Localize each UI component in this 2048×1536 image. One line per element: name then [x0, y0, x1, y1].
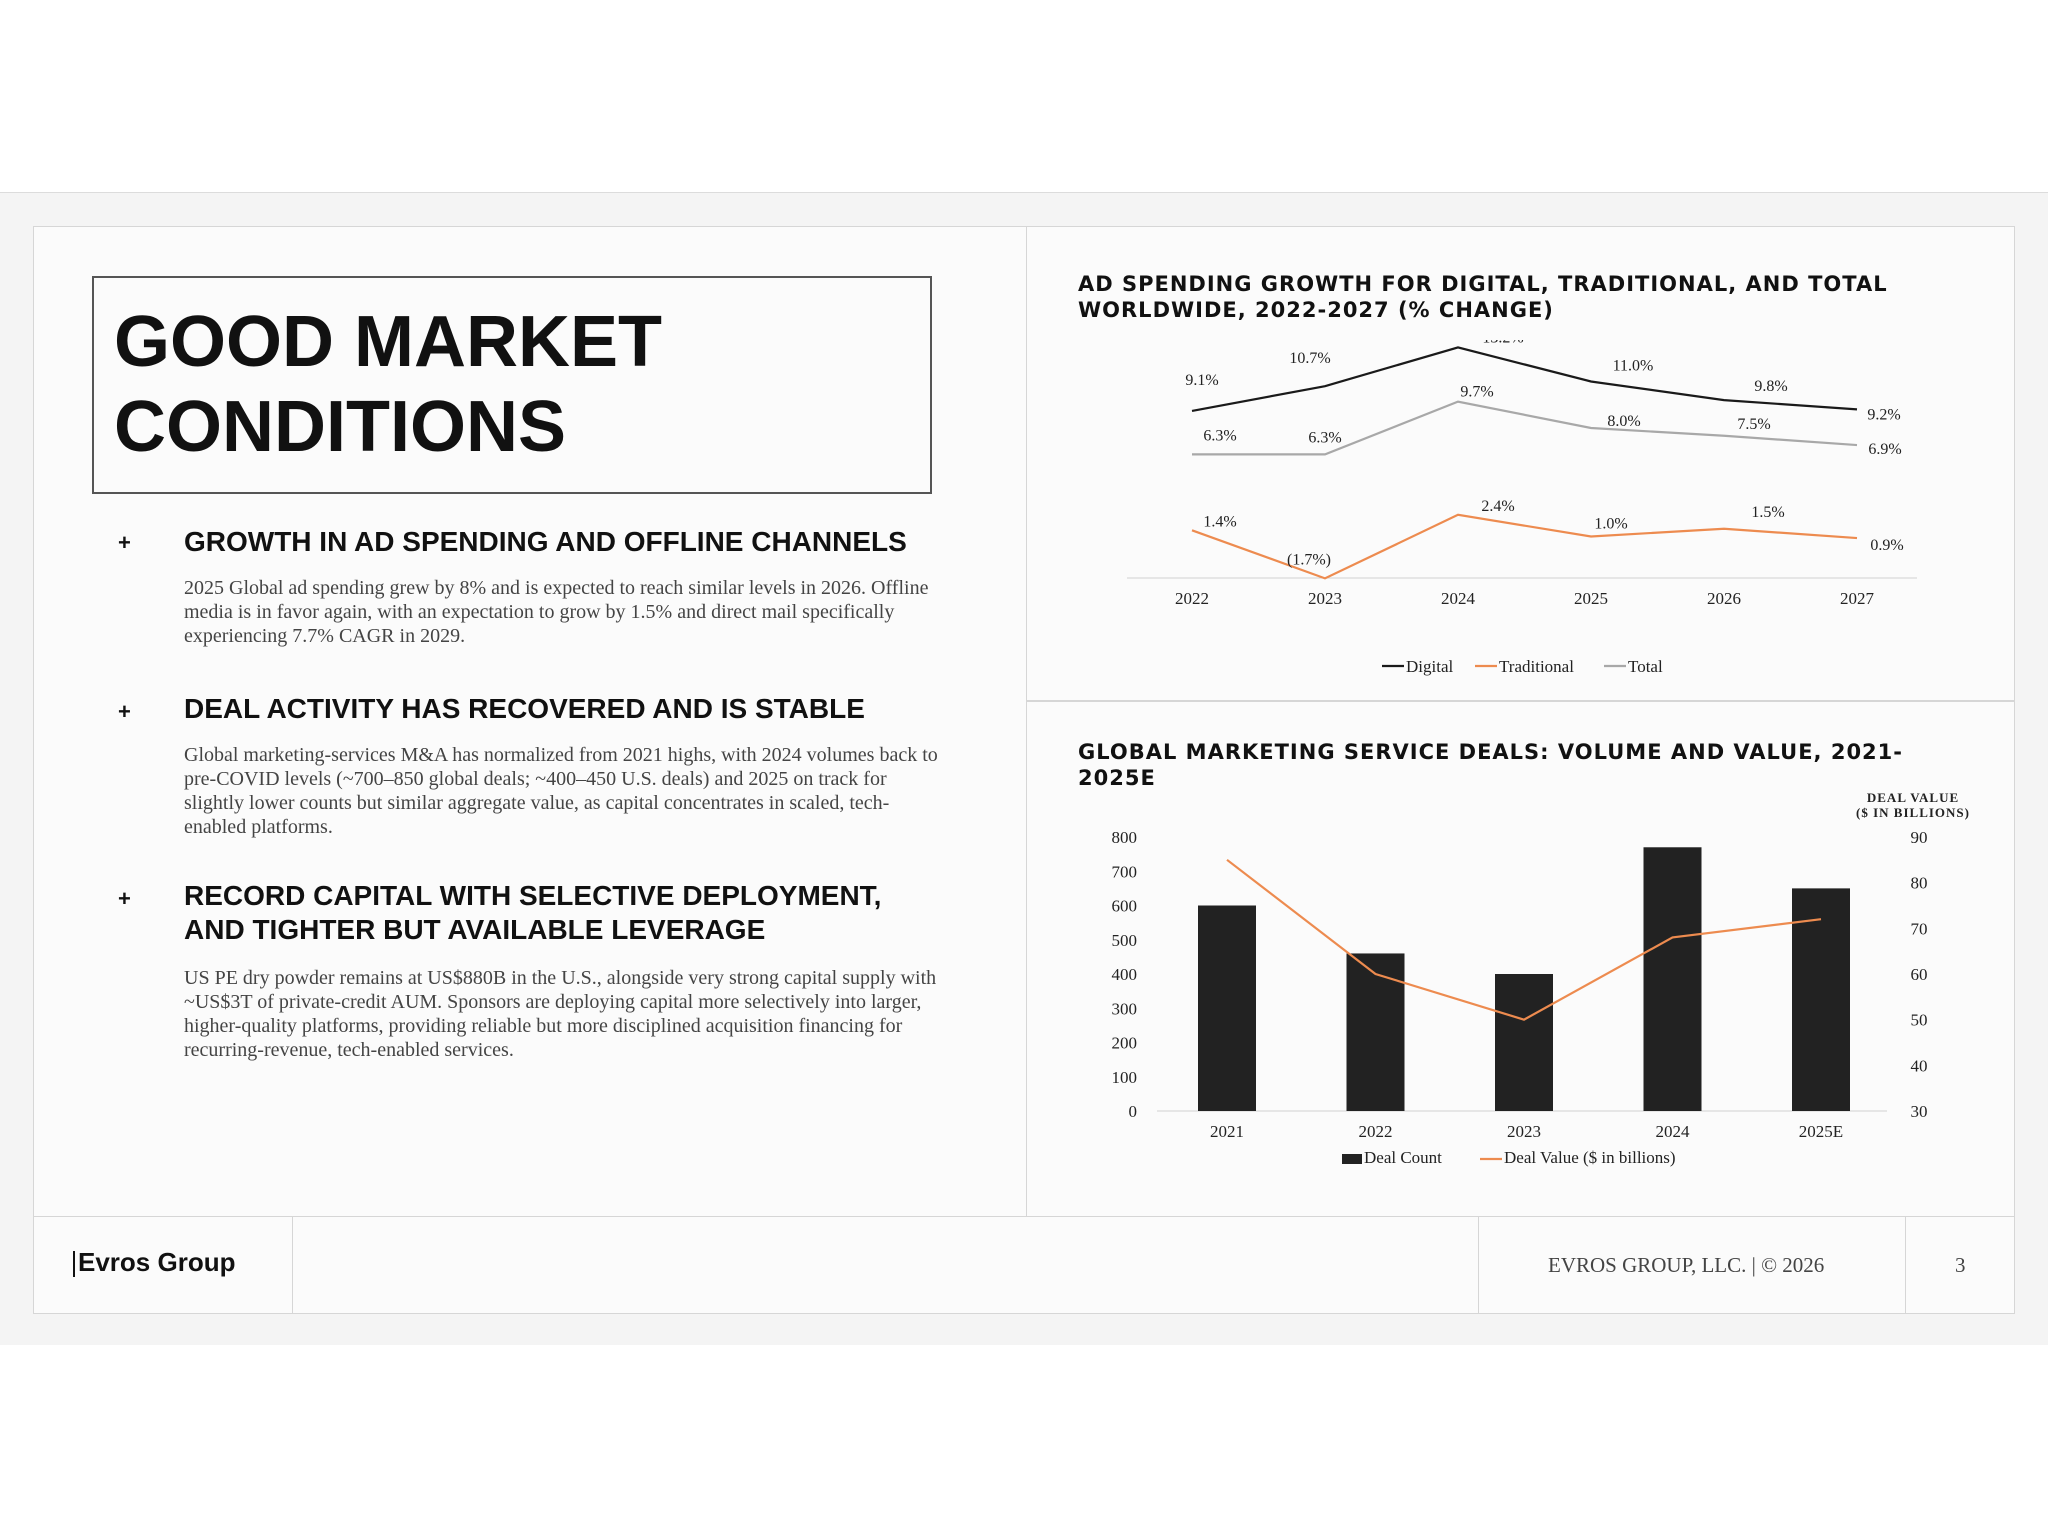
- data-label-traditional: 0.9%: [1870, 537, 1903, 554]
- bar-deal-count: [1643, 847, 1702, 1111]
- legend-label-digital: Digital: [1406, 657, 1453, 676]
- footer-divider: [1905, 1217, 1906, 1314]
- logo-mark-icon: [73, 1251, 75, 1278]
- data-label-traditional: 1.4%: [1203, 513, 1236, 530]
- copyright-text: EVROS GROUP, LLC. | © 2026: [1548, 1253, 1825, 1277]
- ad-spending-line-chart: 2022 2023 2024 2025 2026 2027 9.1% 10.7% 13.2% 11…: [1127, 340, 1917, 676]
- data-label-total: 6.3%: [1203, 427, 1236, 444]
- x-tick-label: 2024: [1441, 589, 1476, 608]
- y-tick-label: 300: [1112, 999, 1138, 1018]
- footer-divider: [292, 1217, 293, 1314]
- footer-divider: [1478, 1217, 1479, 1314]
- y2-tick-label: 50: [1911, 1011, 1928, 1030]
- data-label-total: 6.3%: [1308, 429, 1341, 446]
- page-title: GOOD MARKET CONDITIONS: [114, 302, 662, 467]
- chart-title-deals: GLOBAL MARKETING SERVICE DEALS: VOLUME A…: [1078, 740, 1903, 790]
- x-tick-label: 2025: [1574, 589, 1608, 608]
- bullet-marker: +: [118, 699, 131, 724]
- x-tick-label: 2022: [1359, 1122, 1393, 1141]
- y-tick-label: 100: [1112, 1068, 1138, 1087]
- data-label-traditional: 2.4%: [1481, 498, 1514, 515]
- x-tick-label: 2027: [1840, 589, 1875, 608]
- series-line-deal-value: [1226, 858, 1822, 1021]
- y-tick-label: 600: [1112, 897, 1138, 916]
- data-label-total: 6.9%: [1868, 441, 1901, 458]
- data-label-total: 9.7%: [1460, 384, 1493, 401]
- bullet-body-deal-activity: Global marketing-services M&A has normal…: [184, 744, 938, 838]
- series-line-total: [1192, 400, 1858, 456]
- y-tick-label: 0: [1129, 1102, 1138, 1121]
- legend-label-deal-count: Deal Count: [1364, 1148, 1442, 1167]
- y2-axis-label: DEAL VALUE: [1867, 790, 1959, 805]
- data-label-digital: 11.0%: [1613, 358, 1654, 375]
- chart-divider: [1027, 700, 2015, 702]
- data-label-digital: 10.7%: [1289, 350, 1330, 367]
- x-tick-label: 2023: [1507, 1122, 1541, 1141]
- page-number: 3: [1955, 1253, 1966, 1277]
- x-tick-label: 2025E: [1799, 1122, 1843, 1141]
- y-tick-label: 400: [1112, 965, 1138, 984]
- y-tick-label: 800: [1112, 828, 1138, 847]
- bullet-heading-deal-activity: DEAL ACTIVITY HAS RECOVERED AND IS STABL…: [184, 693, 865, 724]
- y2-tick-label: 60: [1911, 965, 1928, 984]
- data-label-digital: 13.2%: [1482, 340, 1523, 346]
- deals-combo-chart: 0 100 200 300 400 500 600 700 800 30 40 50 60 70 80 90 D…: [1112, 790, 1970, 1167]
- data-label-digital: 9.2%: [1867, 406, 1900, 423]
- bar-deal-count: [1198, 905, 1256, 1111]
- data-label-total: 8.0%: [1607, 413, 1640, 430]
- series-line-digital: [1191, 346, 1858, 413]
- logo-text: Evros Group: [78, 1247, 236, 1277]
- y2-tick-label: 70: [1911, 919, 1928, 938]
- y2-tick-label: 80: [1911, 874, 1928, 893]
- y2-axis-label: ($ IN BILLIONS): [1856, 805, 1970, 820]
- y-tick-label: 500: [1112, 931, 1138, 950]
- data-label-digital: 9.1%: [1185, 372, 1218, 389]
- column-divider: [1026, 226, 1027, 1216]
- x-tick-label: 2026: [1707, 589, 1741, 608]
- bar-deal-count: [1792, 888, 1850, 1111]
- legend-label-traditional: Traditional: [1499, 657, 1574, 676]
- bullet-heading-ad-spending: GROWTH IN AD SPENDING AND OFFLINE CHANNE…: [184, 526, 907, 557]
- footer: Evros Group EVROS GROUP, LLC. | © 2026 3: [33, 1216, 2015, 1314]
- bar-deal-count: [1346, 953, 1405, 1111]
- y-tick-label: 700: [1112, 862, 1138, 881]
- legend-label-total: Total: [1628, 657, 1663, 676]
- company-logo: Evros Group: [73, 1247, 235, 1278]
- x-tick-label: 2021: [1210, 1122, 1244, 1141]
- title-box: GOOD MARKET CONDITIONS: [92, 276, 932, 494]
- legend-label-deal-value: Deal Value ($ in billions): [1504, 1148, 1676, 1167]
- chart-title-ad-spending: AD SPENDING GROWTH FOR DIGITAL, TRADITIO…: [1078, 272, 1888, 322]
- legend-swatch-deal-count: [1342, 1154, 1362, 1164]
- series-line-traditional: [1191, 513, 1858, 580]
- data-label-total: 7.5%: [1737, 416, 1770, 433]
- bullet-body-record-capital: US PE dry powder remains at US$880B in t…: [184, 967, 937, 1061]
- x-tick-label: 2022: [1175, 589, 1209, 608]
- bullet-body-ad-spending: 2025 Global ad spending grew by 8% and i…: [184, 577, 929, 647]
- data-label-traditional: (1.7%): [1287, 551, 1331, 568]
- y-tick-label: 200: [1112, 1034, 1138, 1053]
- y2-tick-label: 30: [1911, 1102, 1928, 1121]
- data-label-traditional: 1.5%: [1751, 504, 1784, 521]
- data-label-digital: 9.8%: [1754, 378, 1787, 395]
- bullet-marker: +: [118, 886, 131, 911]
- y2-tick-label: 90: [1911, 828, 1928, 847]
- x-tick-label: 2024: [1656, 1122, 1691, 1141]
- slide: [33, 226, 2015, 1314]
- y2-tick-label: 40: [1911, 1056, 1928, 1075]
- x-tick-label: 2023: [1308, 589, 1342, 608]
- data-label-traditional: 1.0%: [1594, 516, 1627, 533]
- bullet-heading-record-capital: RECORD CAPITAL WITH SELECTIVE DEPLOYMENT…: [184, 880, 882, 945]
- bar-deal-count: [1495, 974, 1553, 1111]
- bullet-marker: +: [118, 530, 131, 555]
